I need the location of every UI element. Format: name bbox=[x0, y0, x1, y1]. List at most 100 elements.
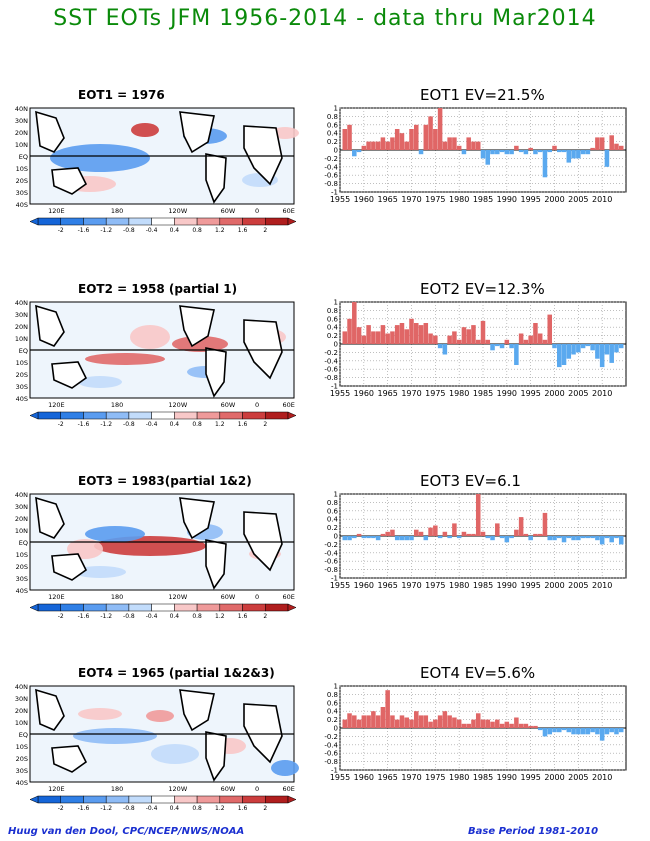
bar bbox=[385, 531, 390, 536]
x-tick-label: 2010 bbox=[592, 195, 612, 204]
bar bbox=[361, 145, 367, 150]
bar bbox=[475, 141, 481, 150]
y-tick-label: 0.8 bbox=[327, 499, 338, 507]
australia-outline bbox=[51, 361, 88, 389]
bar bbox=[561, 344, 567, 365]
colorbar-swatch bbox=[83, 795, 107, 804]
bar bbox=[518, 517, 524, 536]
africa-outline bbox=[243, 511, 283, 572]
bar bbox=[518, 333, 524, 344]
bar bbox=[518, 723, 524, 728]
colorbar-swatch bbox=[151, 795, 175, 804]
south-america-outline bbox=[205, 153, 227, 204]
bar bbox=[509, 150, 514, 155]
bar bbox=[475, 713, 481, 728]
map-lon-label: 120W bbox=[168, 401, 187, 409]
colorbar-label: -0.4 bbox=[146, 421, 158, 426]
sst-map: 40N 30N 20N 10N EQ 10S 20S 30S 40S 120E 180 120W 60W… bbox=[15, 683, 299, 810]
bar bbox=[342, 129, 348, 150]
bar bbox=[404, 329, 409, 344]
bar bbox=[456, 536, 462, 539]
bar bbox=[356, 150, 362, 153]
colorbar-swatch bbox=[128, 603, 152, 612]
bar bbox=[385, 333, 390, 344]
bar bbox=[371, 711, 376, 728]
bar bbox=[442, 344, 448, 355]
bar bbox=[390, 529, 395, 536]
x-tick-label: 1995 bbox=[520, 389, 540, 398]
map-lon-label: 0 bbox=[255, 593, 259, 601]
bar bbox=[452, 523, 457, 536]
colorbar-arrow-left bbox=[29, 795, 39, 804]
y-tick-label: -0.4 bbox=[324, 163, 338, 171]
bar bbox=[433, 335, 438, 344]
bar bbox=[471, 325, 476, 344]
colorbar-swatch bbox=[83, 603, 107, 612]
bar bbox=[576, 344, 581, 353]
bar bbox=[528, 147, 533, 150]
bar bbox=[433, 129, 438, 150]
y-tick-label: 0 bbox=[334, 725, 338, 733]
bar bbox=[542, 728, 548, 737]
colorbar-label: -0.8 bbox=[123, 421, 135, 426]
bar bbox=[599, 137, 605, 150]
bar bbox=[499, 344, 505, 349]
colorbar-swatch bbox=[219, 411, 243, 420]
colorbar-swatch bbox=[265, 795, 289, 804]
bar bbox=[466, 329, 471, 344]
bar bbox=[618, 536, 624, 545]
australia-outline bbox=[51, 745, 88, 773]
bar bbox=[394, 719, 400, 728]
x-tick-label: 2000 bbox=[544, 389, 564, 398]
y-tick-label: -0.2 bbox=[324, 349, 338, 357]
x-tick-label: 1970 bbox=[401, 389, 421, 398]
x-tick-label: 1960 bbox=[354, 389, 374, 398]
map-lon-label: 120E bbox=[48, 593, 65, 601]
bar bbox=[514, 717, 519, 728]
bar bbox=[571, 150, 576, 159]
x-tick-label: 2000 bbox=[544, 773, 564, 782]
colorbar-label: 1.2 bbox=[215, 421, 225, 426]
bar bbox=[352, 150, 357, 157]
map-lon-label: 180 bbox=[111, 207, 123, 215]
x-tick-label: 1960 bbox=[354, 581, 374, 590]
bar bbox=[485, 150, 491, 165]
x-tick-label: 2010 bbox=[592, 581, 612, 590]
bar bbox=[537, 533, 543, 536]
y-tick-label: -0.8 bbox=[324, 180, 338, 188]
colorbar-swatch bbox=[60, 217, 84, 226]
colorbar-label: 1.2 bbox=[215, 613, 225, 618]
x-tick-label: 1975 bbox=[425, 389, 445, 398]
map-lon-label: 60W bbox=[221, 401, 236, 409]
anomaly-patch bbox=[85, 353, 165, 365]
colorbar-label: 2 bbox=[263, 227, 267, 232]
bar bbox=[399, 536, 405, 541]
bar bbox=[528, 536, 533, 541]
bar bbox=[604, 344, 610, 355]
bar bbox=[347, 124, 352, 150]
bar bbox=[590, 344, 595, 351]
colorbar-swatch bbox=[128, 795, 152, 804]
bar bbox=[604, 728, 610, 735]
bar bbox=[561, 150, 567, 153]
anomaly-patch bbox=[78, 376, 122, 388]
bar bbox=[423, 536, 429, 541]
bar bbox=[452, 137, 457, 150]
bar bbox=[557, 536, 562, 539]
map-lon-label: 60E bbox=[283, 207, 295, 215]
bar bbox=[499, 150, 505, 153]
map-lat-label: 10N bbox=[15, 141, 28, 149]
y-tick-label: -0.8 bbox=[324, 374, 338, 382]
bar bbox=[595, 137, 600, 150]
bar bbox=[537, 150, 543, 153]
bar bbox=[609, 135, 614, 150]
bar bbox=[547, 536, 552, 541]
anomaly-patch bbox=[271, 760, 299, 776]
bar bbox=[557, 150, 562, 153]
bar bbox=[480, 320, 486, 344]
bar bbox=[609, 344, 614, 363]
bar bbox=[380, 707, 386, 728]
page-title: SST EOTs JFM 1956-2014 - data thru Mar20… bbox=[53, 6, 597, 31]
colorbar-swatch bbox=[37, 603, 61, 612]
